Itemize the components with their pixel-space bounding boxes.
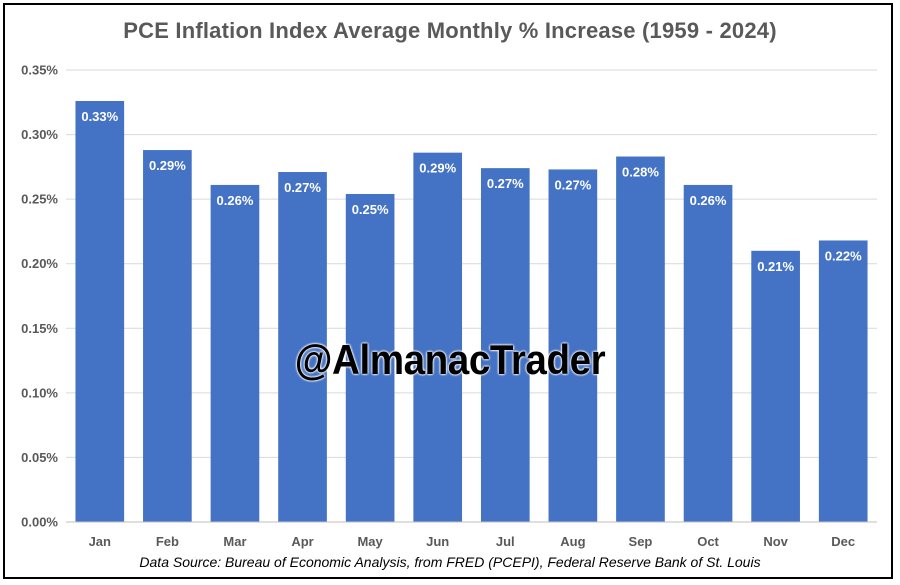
data-label: 0.33% [81,109,118,124]
gridlines [66,69,877,458]
x-tick-label: Mar [223,534,246,549]
y-tick-label: 0.05% [21,450,58,465]
x-tick-label: Jun [426,534,449,549]
data-label: 0.26% [217,193,254,208]
x-tick-label: May [357,534,383,549]
x-tick-label: Oct [697,534,719,549]
x-tick-label: Dec [831,534,855,549]
data-labels: 0.33% 0.29% 0.26% 0.27% 0.25% 0.29% 0.27% 0.27%… [81,109,862,274]
x-tick-label: Nov [763,534,788,549]
bar-jan [75,100,125,522]
y-tick-label: 0.20% [21,256,58,271]
data-label: 0.27% [487,176,524,191]
data-label: 0.21% [757,259,794,274]
bar-feb [143,150,192,522]
bar-mar [210,184,260,523]
bar-jun [413,152,463,522]
y-tick-label: 0.10% [21,385,58,400]
data-label: 0.25% [352,202,389,217]
data-label: 0.22% [825,248,862,263]
data-source-note: Data Source: Bureau of Economic Analysis… [139,554,761,570]
x-tick-label: Sep [629,534,653,549]
y-tick-label: 0.30% [21,127,58,142]
data-label: 0.29% [419,161,456,176]
x-tick-label: Aug [560,534,585,549]
bar-dec [818,240,868,522]
data-label: 0.26% [690,193,727,208]
x-tick-label: Apr [291,534,313,549]
data-label: 0.27% [284,180,321,195]
data-label: 0.28% [622,165,659,180]
y-tick-label: 0.25% [21,192,58,207]
bars [75,100,868,523]
chart-title: PCE Inflation Index Average Monthly % In… [123,18,777,43]
bar-jul [480,168,530,523]
data-label: 0.27% [554,177,591,192]
y-tick-label: 0.00% [21,515,58,530]
bar-apr [278,172,327,522]
y-tick-label: 0.35% [21,63,58,78]
bar-may [345,193,395,522]
x-tick-label: Jul [496,534,515,549]
y-tick-label: 0.15% [21,321,58,336]
bar-oct [683,184,733,523]
x-tick-label: Jan [89,534,111,549]
bar-aug [548,169,598,522]
x-tick-label: Feb [156,534,179,549]
bar-nov [751,250,800,523]
data-label: 0.29% [149,158,186,173]
bar-sep [616,156,665,523]
watermark-text: @AlmanacTrader [294,336,606,383]
axes: 0.00% 0.05% 0.10% 0.15% 0.20% 0.25% 0.30% 0.35%… [21,63,877,549]
